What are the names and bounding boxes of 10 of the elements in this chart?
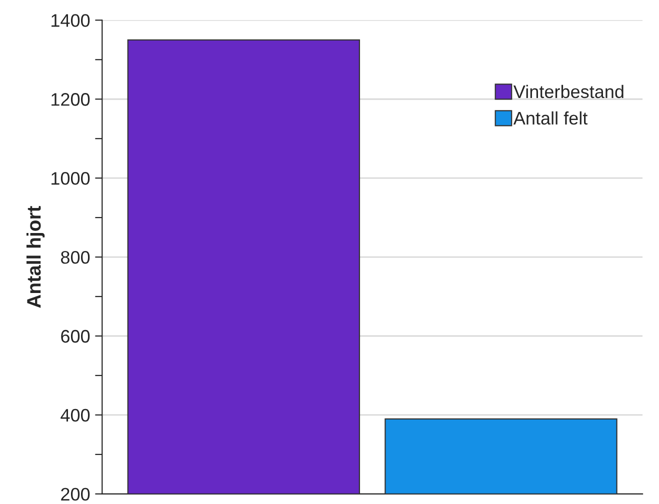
- y-axis-title: Antall hjort: [26, 206, 45, 308]
- y-tick-label: 800: [61, 250, 90, 264]
- y-tick-label: 1000: [52, 172, 90, 185]
- y-tick-label: 1200: [52, 93, 90, 106]
- y-tick-label: 200: [61, 488, 90, 501]
- y-tick-label: 400: [60, 408, 90, 422]
- y-tick-label: 600: [61, 330, 90, 343]
- legend-label: Vinterbestand: [513, 84, 624, 98]
- legend-label: Antall felt: [513, 111, 588, 125]
- y-tick-label: 1400: [52, 14, 90, 27]
